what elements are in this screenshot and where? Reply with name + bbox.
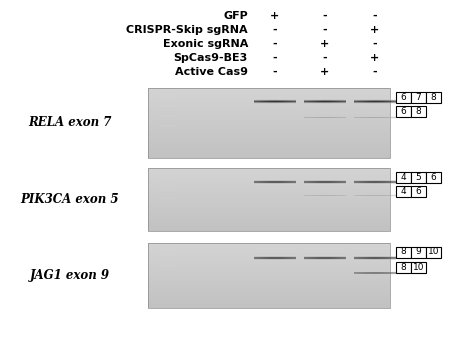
Bar: [396, 185, 411, 196]
Text: +: +: [370, 25, 380, 35]
Text: +: +: [320, 39, 329, 49]
Bar: [396, 91, 411, 102]
Text: 6: 6: [401, 93, 406, 102]
Text: 6: 6: [430, 172, 437, 182]
Text: JAG1 exon 9: JAG1 exon 9: [30, 269, 110, 282]
Text: 4: 4: [401, 172, 406, 182]
Text: Exonic sgRNA: Exonic sgRNA: [163, 39, 248, 49]
Text: -: -: [373, 67, 377, 77]
Text: 8: 8: [416, 106, 421, 115]
Text: -: -: [323, 25, 328, 35]
Bar: [426, 246, 441, 257]
Bar: [426, 91, 441, 102]
Text: +: +: [370, 53, 380, 63]
Text: 8: 8: [430, 93, 437, 102]
Text: -: -: [273, 39, 277, 49]
Text: 6: 6: [416, 187, 421, 196]
Text: RELA exon 7: RELA exon 7: [28, 117, 112, 130]
Bar: [411, 171, 426, 183]
Text: 10: 10: [413, 262, 424, 272]
Bar: [426, 171, 441, 183]
Text: PIK3CA exon 5: PIK3CA exon 5: [21, 193, 119, 206]
Text: -: -: [273, 53, 277, 63]
Text: 8: 8: [401, 248, 406, 257]
Text: 9: 9: [416, 248, 421, 257]
Bar: [411, 106, 426, 117]
Text: Active Cas9: Active Cas9: [175, 67, 248, 77]
Text: -: -: [373, 39, 377, 49]
Bar: [148, 168, 390, 231]
Bar: [396, 261, 411, 273]
Text: 7: 7: [416, 93, 421, 102]
Bar: [148, 88, 390, 158]
Text: 10: 10: [428, 248, 439, 257]
Text: 8: 8: [401, 262, 406, 272]
Bar: [396, 106, 411, 117]
Text: SpCas9-BE3: SpCas9-BE3: [174, 53, 248, 63]
Text: 4: 4: [401, 187, 406, 196]
Bar: [411, 185, 426, 196]
Text: -: -: [323, 53, 328, 63]
Text: +: +: [320, 67, 329, 77]
Bar: [148, 243, 390, 308]
Text: GFP: GFP: [223, 11, 248, 21]
Text: -: -: [323, 11, 328, 21]
Text: -: -: [373, 11, 377, 21]
Text: 5: 5: [416, 172, 421, 182]
Bar: [396, 171, 411, 183]
Text: -: -: [273, 25, 277, 35]
Bar: [411, 91, 426, 102]
Text: 6: 6: [401, 106, 406, 115]
Bar: [396, 246, 411, 257]
Text: +: +: [270, 11, 280, 21]
Bar: [411, 246, 426, 257]
Text: CRISPR-Skip sgRNA: CRISPR-Skip sgRNA: [127, 25, 248, 35]
Bar: [411, 261, 426, 273]
Text: -: -: [273, 67, 277, 77]
